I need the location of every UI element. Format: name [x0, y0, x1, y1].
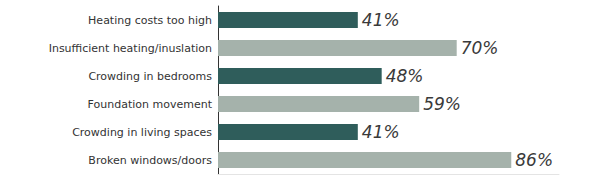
- svg-text:Heating costs too high: Heating costs too high: [88, 14, 212, 27]
- svg-text:Insufficient heating/inuslatio: Insufficient heating/inuslation: [49, 42, 212, 55]
- svg-text:59%: 59%: [423, 94, 461, 114]
- svg-text:Foundation movement: Foundation movement: [88, 98, 213, 111]
- svg-text:41%: 41%: [362, 10, 400, 30]
- svg-text:Crowding in living spaces: Crowding in living spaces: [72, 126, 212, 139]
- svg-text:86%: 86%: [515, 150, 553, 170]
- svg-text:Crowding in bedrooms: Crowding in bedrooms: [88, 70, 212, 83]
- svg-text:Broken windows/doors: Broken windows/doors: [88, 154, 212, 167]
- svg-text:48%: 48%: [386, 66, 424, 86]
- svg-text:41%: 41%: [362, 122, 400, 142]
- svg-text:70%: 70%: [461, 38, 499, 58]
